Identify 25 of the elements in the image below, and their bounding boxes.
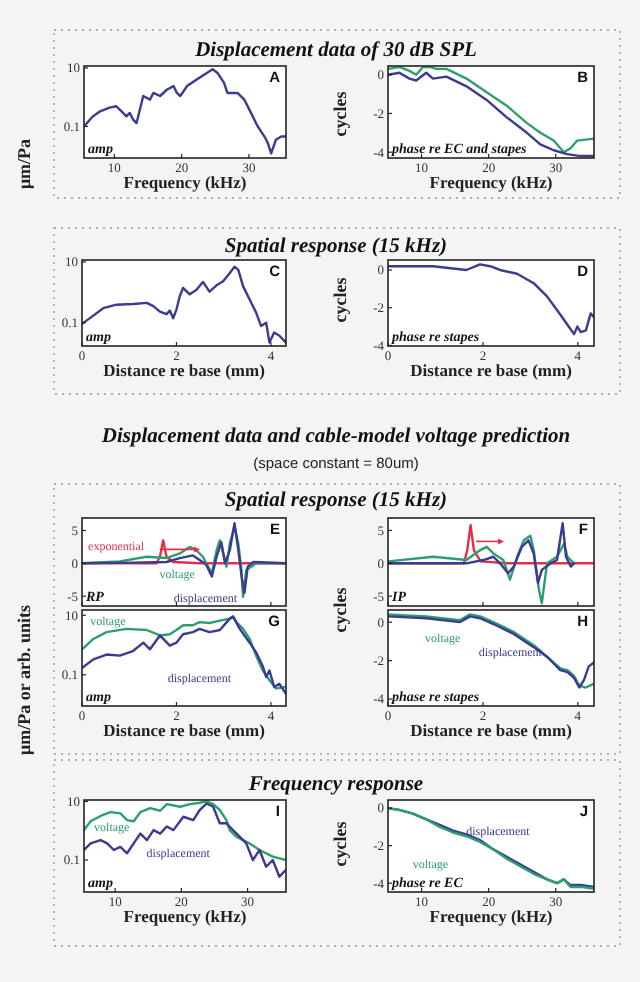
x-axis-title: Frequency (kHz) <box>429 172 553 192</box>
y-axis-title: μm/Pa or arb. units <box>14 604 35 755</box>
text: Displacement data of 30 dB SPL <box>193 40 477 62</box>
x-axis-title: Frequency (kHz) <box>123 906 247 926</box>
x-axis-title: Distance re base (mm) <box>103 720 266 740</box>
text: Spatial response (15 kHz) <box>224 236 448 258</box>
line-series <box>84 68 286 155</box>
text: Spatial response (15 kHz) <box>224 490 448 512</box>
text: Frequency response <box>246 774 424 796</box>
line-series <box>388 534 576 605</box>
line-series <box>388 522 576 585</box>
y-axis-title: cycles <box>330 90 351 137</box>
line-series <box>84 800 286 862</box>
line-series <box>82 265 286 344</box>
y-axis-title: cycles <box>330 820 351 867</box>
y-axis-title: μm/Pa <box>14 137 35 190</box>
x-axis-title: Distance re base (mm) <box>410 360 573 380</box>
y-axis-title: cycles <box>330 276 351 323</box>
y-axis-title: cycles <box>330 586 351 633</box>
text: Displacement data and cable-model voltage prediction <box>99 426 571 448</box>
x-axis-title: Frequency (kHz) <box>429 906 553 926</box>
x-axis-title: Distance re base (mm) <box>410 720 573 740</box>
x-axis-title: Frequency (kHz) <box>123 172 247 192</box>
line-series <box>84 802 286 878</box>
x-axis-title: Distance re base (mm) <box>103 360 266 380</box>
